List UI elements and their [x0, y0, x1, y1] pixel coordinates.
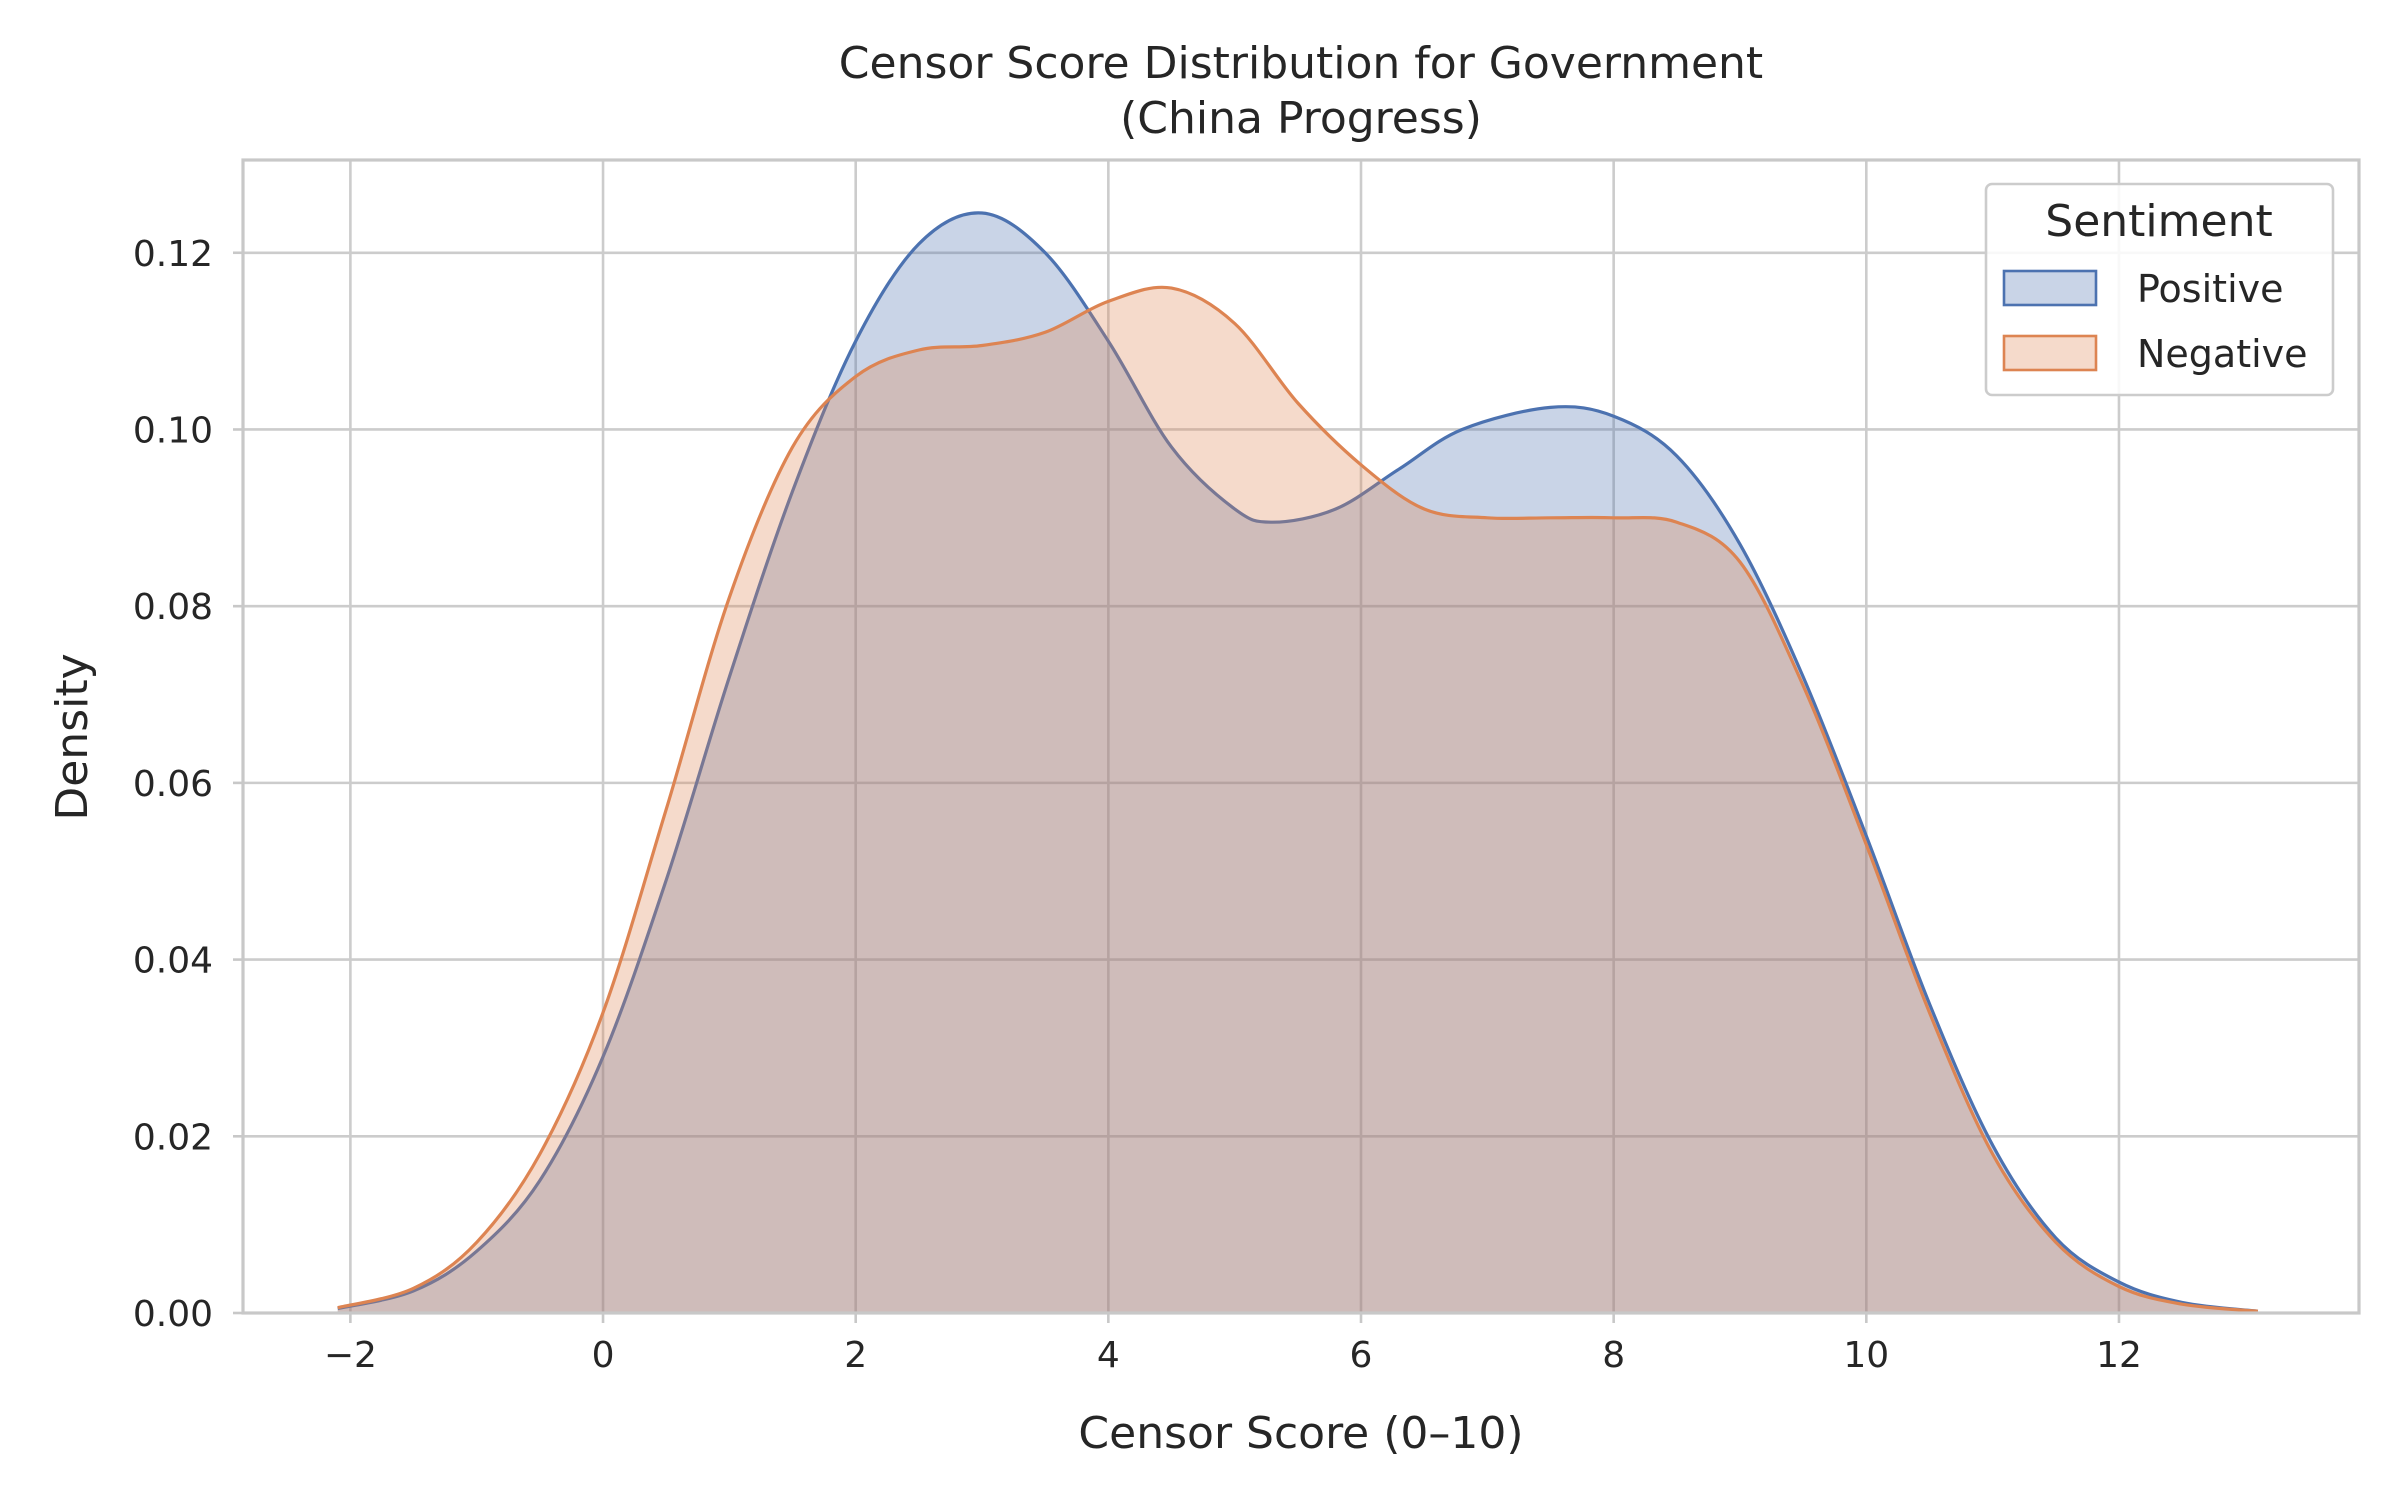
x-tick-label: 8: [1602, 1335, 1625, 1376]
chart-title-line-1: Censor Score Distribution for Government: [839, 38, 1763, 89]
density-fill-positive: [337, 212, 2258, 1313]
density-line-negative: [337, 285, 2259, 1313]
x-tick-label: 4: [1097, 1335, 1120, 1376]
density-areas: [337, 211, 2259, 1313]
y-tick-label: 0.08: [133, 587, 213, 628]
grid-layer: [243, 160, 2359, 1315]
plot-frame: [241, 158, 2361, 1315]
density-line-positive: [337, 211, 2259, 1313]
legend-label-negative: Negative: [2137, 332, 2308, 376]
x-tick-label: 12: [2096, 1335, 2142, 1376]
density-fill-negative: [337, 287, 2258, 1313]
y-tick-label: 0.10: [133, 410, 213, 451]
chart-title-line-2: (China Progress): [1120, 93, 1482, 144]
legend-box: [1984, 182, 2335, 397]
legend-swatch-positive: [2002, 269, 2098, 307]
tick-layer: −2 0 2 4 6 8 10 12 0.00 0.02 0.04 0.06 0.08 0.10 0.12: [133, 234, 2142, 1376]
y-tick-label: 0.00: [133, 1294, 213, 1335]
x-tick-label: 0: [592, 1335, 615, 1376]
x-axis-label: Censor Score (0–10): [1078, 1408, 1523, 1459]
y-tick-label: 0.06: [133, 764, 213, 805]
x-tick-label: −2: [324, 1335, 377, 1376]
legend-title: Sentiment: [2045, 196, 2272, 247]
y-tick-label: 0.02: [133, 1117, 213, 1158]
x-tick-label: 6: [1350, 1335, 1373, 1376]
legend: Sentiment Positive Negative: [1984, 182, 2335, 397]
y-tick-label: 0.04: [133, 941, 213, 982]
x-tick-label: 10: [1843, 1335, 1889, 1376]
y-axis-label: Density: [47, 653, 98, 820]
legend-label-positive: Positive: [2137, 267, 2284, 311]
x-tick-label: 2: [844, 1335, 867, 1376]
y-tick-label: 0.12: [133, 234, 213, 275]
legend-swatch-negative: [2002, 334, 2098, 372]
